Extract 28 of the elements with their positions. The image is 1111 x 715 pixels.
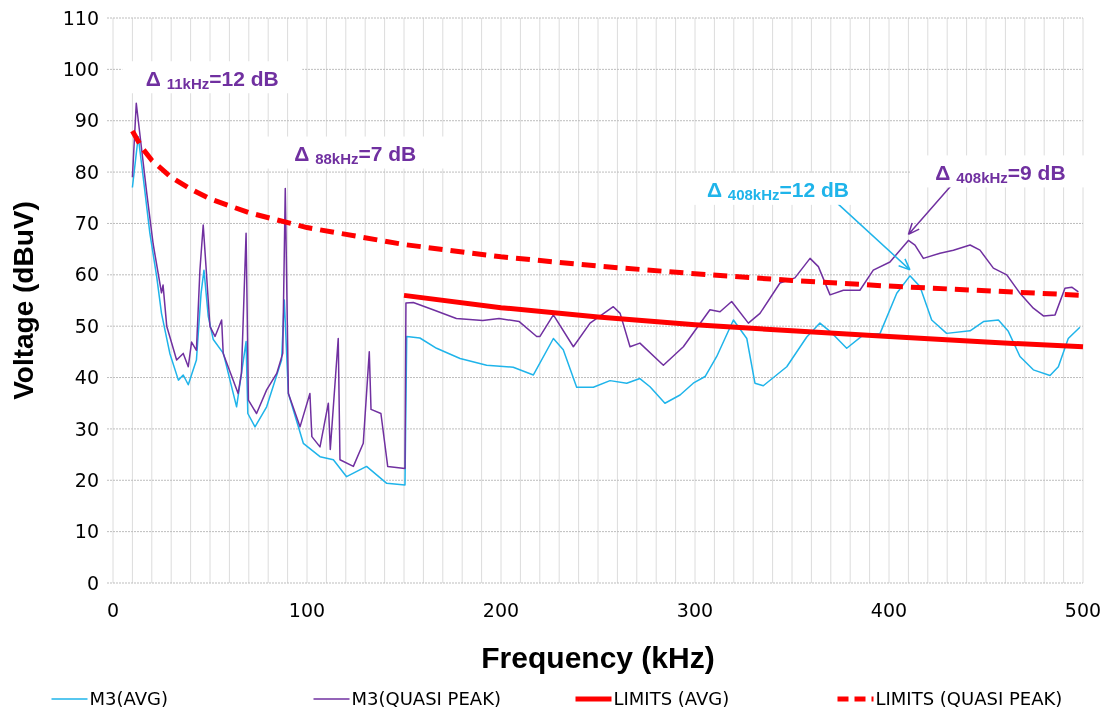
x-tick-label: 500 xyxy=(1064,599,1102,621)
y-tick-label: 110 xyxy=(62,6,99,29)
x-axis-title: Frequency (kHz) xyxy=(481,641,715,674)
y-tick-label: 0 xyxy=(86,571,99,594)
y-tick-label: 20 xyxy=(74,468,99,491)
y-tick-label: 70 xyxy=(74,212,99,235)
legend-label: M3(QUASI PEAK) xyxy=(351,688,501,710)
y-tick-label: 100 xyxy=(62,58,99,81)
legend-label: LIMITS (AVG) xyxy=(613,688,730,710)
x-tick-label: 100 xyxy=(288,599,326,621)
y-tick-label: 30 xyxy=(74,417,99,440)
legend-label: M3(AVG) xyxy=(89,688,168,710)
annotation: Δ $_{408kHz}$=12 dB xyxy=(706,178,849,204)
x-tick-label: 200 xyxy=(482,599,520,621)
legend-label: LIMITS (QUASI PEAK) xyxy=(875,688,1063,710)
y-tick-label: 60 xyxy=(74,263,99,286)
annotation: Δ $_{88kHz}$=7 dB xyxy=(294,141,417,167)
x-tick-label: 300 xyxy=(676,599,714,621)
x-tick-label: 400 xyxy=(870,599,908,621)
y-tick-label: 40 xyxy=(74,366,99,389)
annotation: Δ $_{408kHz}$=9 dB xyxy=(935,160,1066,186)
y-tick-label: 80 xyxy=(74,160,99,183)
annotation: Δ $_{11kHz}$=12 dB xyxy=(145,66,279,92)
y-tick-label: 90 xyxy=(74,109,99,132)
y-axis-title: Voltage (dBuV) xyxy=(8,201,39,400)
y-tick-label: 10 xyxy=(74,520,99,543)
y-tick-label: 50 xyxy=(74,314,99,337)
x-tick-label: 0 xyxy=(106,599,120,621)
